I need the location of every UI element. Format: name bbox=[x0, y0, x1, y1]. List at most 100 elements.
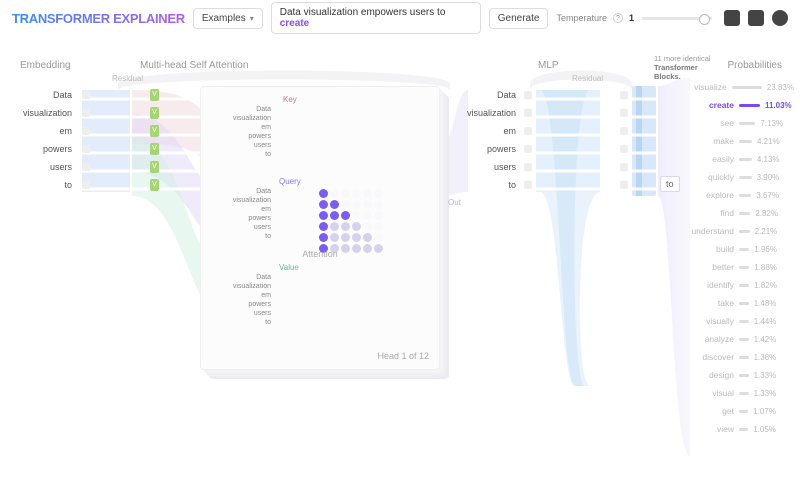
probability-word: build bbox=[690, 244, 734, 254]
probability-row[interactable]: create 11.03% bbox=[690, 96, 794, 114]
plus-icon bbox=[618, 140, 630, 158]
token[interactable]: em bbox=[460, 122, 520, 140]
probability-row[interactable]: visual1.33% bbox=[690, 384, 794, 402]
attention-cell bbox=[374, 189, 383, 198]
probability-row[interactable]: understand2.21% bbox=[690, 222, 794, 240]
probability-pct: 2.82% bbox=[755, 209, 778, 218]
attention-cell bbox=[330, 200, 339, 209]
probability-bar bbox=[739, 212, 750, 215]
probability-row[interactable]: find 2.82% bbox=[690, 204, 794, 222]
blocks-note: 11 more identical Transformer Blocks. bbox=[654, 54, 714, 81]
probability-row[interactable]: make4.21% bbox=[690, 132, 794, 150]
attention-head-indicator[interactable]: Head 1 of 12 bbox=[377, 351, 429, 361]
probability-row[interactable]: get1.07% bbox=[690, 402, 794, 420]
value-marker: V bbox=[150, 176, 160, 194]
attention-cell bbox=[330, 211, 339, 220]
probability-word: create bbox=[690, 100, 734, 110]
attention-cell bbox=[330, 222, 339, 231]
attention-cell bbox=[341, 233, 350, 242]
probability-row[interactable]: design1.33% bbox=[690, 366, 794, 384]
probability-pct: 1.05% bbox=[753, 425, 776, 434]
examples-dropdown[interactable]: Examples ▾ bbox=[193, 8, 263, 29]
temperature-label: Temperature bbox=[556, 13, 607, 23]
kvq-token: users bbox=[227, 309, 271, 318]
token[interactable]: visualization bbox=[0, 104, 78, 122]
token[interactable]: powers bbox=[460, 140, 520, 158]
probability-bar bbox=[739, 194, 751, 197]
probability-word: find bbox=[690, 208, 734, 218]
probability-row[interactable]: visualize23.83% bbox=[690, 78, 794, 96]
token[interactable]: users bbox=[460, 158, 520, 176]
probability-row[interactable]: build1.96% bbox=[690, 240, 794, 258]
probability-row[interactable]: visually1.44% bbox=[690, 312, 794, 330]
probability-word: explore bbox=[690, 190, 734, 200]
attention-cell bbox=[363, 222, 372, 231]
probability-row[interactable]: better1.88% bbox=[690, 258, 794, 276]
probability-word: better bbox=[690, 262, 734, 272]
header-icons bbox=[724, 10, 788, 26]
probability-row[interactable]: easily4.13% bbox=[690, 150, 794, 168]
token[interactable]: to bbox=[0, 176, 78, 194]
pdf-icon[interactable] bbox=[724, 10, 740, 26]
residual-right-label: Residual bbox=[572, 74, 603, 83]
attention-cell bbox=[363, 200, 372, 209]
prompt-highlight: create bbox=[280, 18, 309, 29]
plus-icon bbox=[522, 104, 534, 122]
temperature-slider[interactable] bbox=[642, 17, 712, 20]
kvq-token: em bbox=[227, 205, 271, 214]
temperature-value: 1 bbox=[629, 13, 634, 23]
github-icon[interactable] bbox=[772, 10, 788, 26]
probability-row[interactable]: explore3.67% bbox=[690, 186, 794, 204]
token[interactable]: Data bbox=[0, 86, 78, 104]
probability-row[interactable]: see7.13% bbox=[690, 114, 794, 132]
youtube-icon[interactable] bbox=[748, 10, 764, 26]
probability-row[interactable]: take1.48% bbox=[690, 294, 794, 312]
token[interactable]: em bbox=[0, 122, 78, 140]
probability-word: make bbox=[690, 136, 734, 146]
probability-word: visually bbox=[690, 316, 734, 326]
token[interactable]: Data bbox=[460, 86, 520, 104]
probability-bar bbox=[739, 302, 749, 305]
probability-pct: 1.48% bbox=[754, 299, 777, 308]
probability-pct: 1.07% bbox=[753, 407, 776, 416]
plus-icon bbox=[522, 158, 534, 176]
token[interactable]: visualization bbox=[460, 104, 520, 122]
attention-cell bbox=[374, 233, 383, 242]
token[interactable]: powers bbox=[0, 140, 78, 158]
key-tokens: Datavisualizationempowersusersto bbox=[227, 105, 271, 159]
generate-button[interactable]: Generate bbox=[489, 8, 549, 29]
kvq-token: powers bbox=[227, 132, 271, 141]
embedding-heading: Embedding bbox=[20, 60, 71, 71]
prompt-input[interactable]: Data visualization empowers users to cre… bbox=[271, 2, 481, 34]
probability-word: easily bbox=[690, 154, 734, 164]
probability-word: identify bbox=[690, 280, 734, 290]
info-icon[interactable]: ? bbox=[613, 13, 623, 23]
value-marker: V bbox=[150, 86, 160, 104]
probability-word: discover bbox=[690, 352, 734, 362]
attention-row bbox=[319, 222, 383, 233]
probability-row[interactable]: view1.05% bbox=[690, 420, 794, 438]
probability-row[interactable]: analyze1.42% bbox=[690, 330, 794, 348]
value-tokens: Datavisualizationempowersusersto bbox=[227, 273, 271, 327]
probability-word: visual bbox=[690, 388, 734, 398]
residual-left-label: Residual bbox=[112, 74, 143, 83]
attention-cell bbox=[341, 222, 350, 231]
plus-icon bbox=[618, 122, 630, 140]
query-label: Query bbox=[279, 177, 301, 186]
query-tokens: Datavisualizationempowersusersto bbox=[227, 187, 271, 241]
attention-card[interactable]: Key Datavisualizationempowersusersto Que… bbox=[200, 86, 440, 370]
plus-icon bbox=[618, 86, 630, 104]
last-token-box: to bbox=[660, 176, 680, 192]
out-label: Out bbox=[448, 198, 461, 207]
attention-row bbox=[319, 189, 383, 200]
probability-row[interactable]: identify1.82% bbox=[690, 276, 794, 294]
probability-row[interactable]: quickly3.90% bbox=[690, 168, 794, 186]
kvq-token: to bbox=[227, 150, 271, 159]
probability-pct: 11.03% bbox=[765, 101, 792, 110]
attention-row bbox=[319, 200, 383, 211]
probability-bar bbox=[739, 158, 752, 161]
token[interactable]: users bbox=[0, 158, 78, 176]
attention-cell bbox=[319, 233, 328, 242]
token[interactable]: to bbox=[460, 176, 520, 194]
probability-row[interactable]: discover1.38% bbox=[690, 348, 794, 366]
